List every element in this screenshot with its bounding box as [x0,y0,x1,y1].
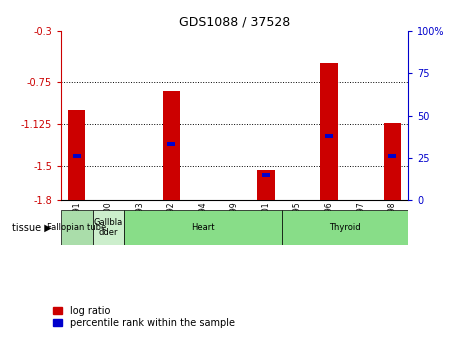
Bar [325,134,333,138]
Bar [92,210,124,245]
Title: GDS1088 / 37528: GDS1088 / 37528 [179,16,290,29]
Bar [384,124,401,200]
Bar [388,154,396,158]
Text: tissue ▶: tissue ▶ [12,223,52,233]
Bar [257,170,275,200]
Bar [61,210,92,245]
Text: Gallbla
dder: Gallbla dder [94,218,123,237]
Bar [167,142,175,146]
Text: Fallopian tube: Fallopian tube [47,223,106,232]
Legend: log ratio, percentile rank within the sample: log ratio, percentile rank within the sa… [52,305,236,329]
Bar [68,110,85,200]
Bar [124,210,282,245]
Bar [320,62,338,200]
Text: Heart: Heart [191,223,215,232]
Bar [262,173,270,177]
Text: Thyroid: Thyroid [329,223,361,232]
Bar [163,91,180,200]
Bar [73,154,81,158]
Bar [282,210,408,245]
